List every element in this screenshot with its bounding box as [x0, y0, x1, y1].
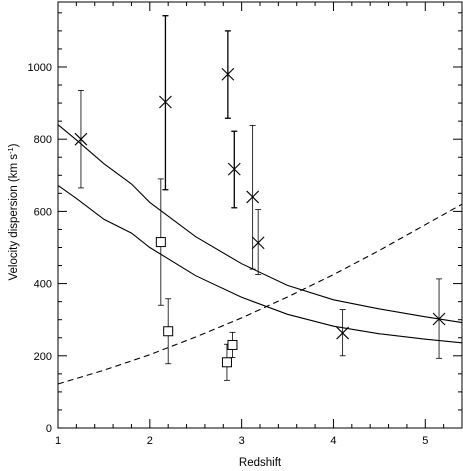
- square-data-point: [227, 339, 238, 350]
- cross-data-point: [251, 236, 265, 250]
- y-axis-title-close: ): [8, 143, 20, 147]
- square-data-point: [155, 237, 166, 248]
- solid-model-curve: [57, 184, 463, 344]
- x-tick-label: 3: [239, 435, 245, 447]
- dashed-model-curve: [57, 203, 463, 385]
- x-tick-label: 4: [330, 435, 336, 447]
- y-tick-label: 400: [34, 279, 52, 291]
- square-data-point: [221, 357, 232, 368]
- cross-data-point: [221, 67, 235, 81]
- y-tick-label: 600: [34, 206, 52, 218]
- cross-data-point: [227, 162, 241, 176]
- y-axis-title: Velocity dispersion (km s-1): [6, 143, 20, 280]
- y-tick-label: 800: [34, 134, 52, 146]
- square-data-point: [163, 326, 174, 337]
- plot-frame: [57, 1, 463, 429]
- cross-data-point: [74, 132, 88, 146]
- x-tick-label: 2: [147, 435, 153, 447]
- y-tick-label: 1000: [28, 62, 52, 74]
- cross-data-point: [432, 312, 446, 326]
- plot-area: 1 2 3 4 5 0 200 400 600 800 1000: [28, 1, 463, 447]
- cross-data-point: [246, 190, 260, 204]
- cross-data-point: [159, 95, 172, 109]
- cross-data-point: [336, 326, 350, 340]
- x-tick-label: 1: [55, 435, 61, 447]
- y-axis-title-superscript: -1: [6, 147, 15, 154]
- y-tick-label: 200: [34, 351, 52, 363]
- x-tick-label: 5: [422, 435, 428, 447]
- y-tick-label: 0: [46, 423, 52, 435]
- solid-model-curve: [57, 124, 463, 324]
- x-axis-title: Redshift: [239, 457, 282, 469]
